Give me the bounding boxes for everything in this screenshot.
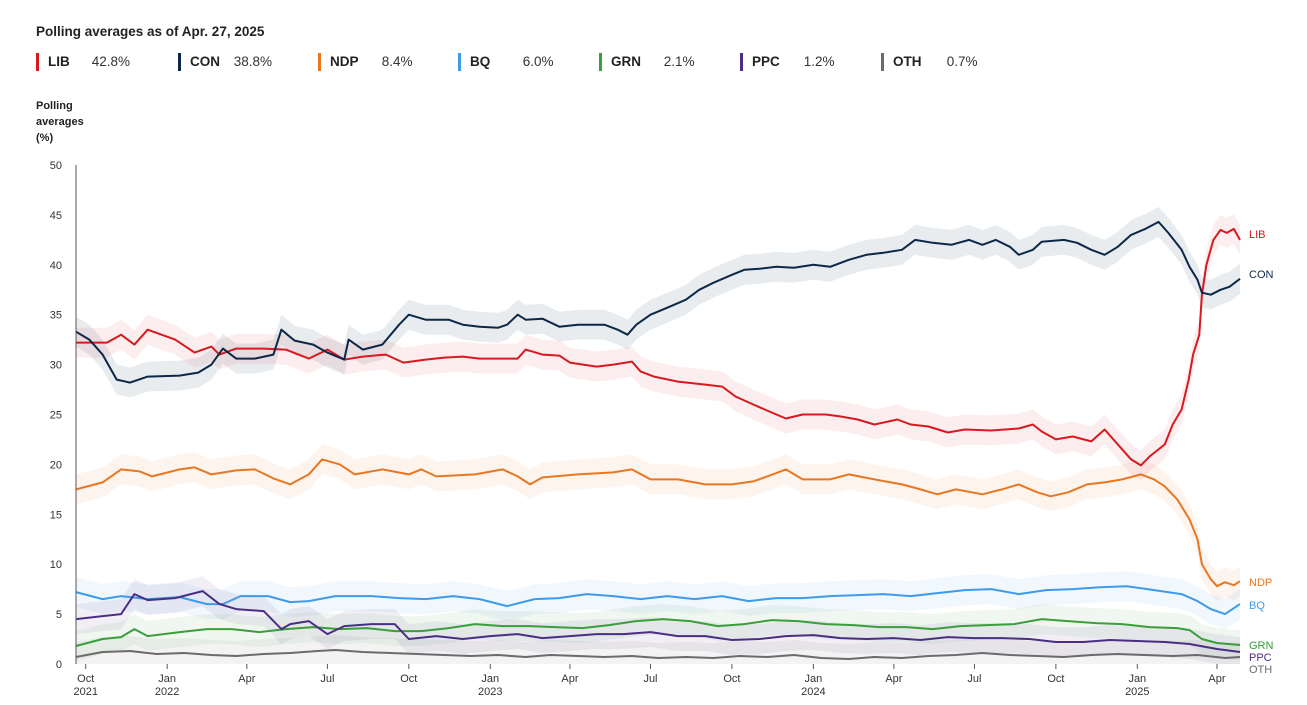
band-lib — [76, 213, 1240, 481]
legend-item-ndp: NDP 8.4% — [318, 52, 458, 72]
end-label-oth: OTH — [1249, 664, 1272, 676]
legend-label-oth: OTH — [893, 54, 922, 69]
x-tick-label: Apr — [885, 673, 902, 685]
x-tick-year-label: 2021 — [73, 686, 97, 698]
legend-value-con: 38.8% — [233, 54, 273, 69]
x-tick-label: Apr — [1208, 673, 1225, 685]
x-tick-label: Jan — [1128, 673, 1146, 685]
end-label-grn: GRN — [1249, 640, 1274, 652]
x-tick-label: Oct — [400, 673, 417, 685]
legend-label-ppc: PPC — [752, 54, 780, 69]
band-bq — [76, 571, 1240, 630]
y-tick-label: 5 — [56, 609, 62, 621]
x-tick-label: Jul — [967, 673, 981, 685]
legend-value-ppc: 1.2% — [803, 54, 835, 69]
y-tick-label: 40 — [50, 260, 62, 272]
x-tick-label: Jul — [320, 673, 334, 685]
legend-value-bq: 6.0% — [522, 54, 554, 69]
end-label-ndp: NDP — [1249, 577, 1272, 589]
x-tick-label: Apr — [238, 673, 255, 685]
legend-item-con: CON 38.8% — [178, 52, 318, 72]
legend-value-oth: 0.7% — [946, 54, 978, 69]
legend-swatch-ppc — [740, 53, 743, 71]
line-ppc — [75, 590, 1241, 653]
legend-swatch-oth — [881, 53, 884, 71]
x-tick-year-label: 2022 — [155, 686, 179, 698]
legend-swatch-grn — [599, 53, 602, 71]
x-tick-label: Jul — [643, 673, 657, 685]
line-bq — [75, 585, 1241, 616]
legend-swatch-con — [178, 53, 181, 71]
chart-title: Polling averages as of Apr. 27, 2025 — [36, 24, 265, 39]
y-axis-label: Polling averages (%) — [36, 100, 84, 144]
y-tick-label: 45 — [50, 210, 62, 222]
end-label-lib: LIB — [1249, 229, 1266, 241]
x-tick-year-label: 2025 — [1125, 686, 1149, 698]
y-tick-label: 30 — [50, 360, 62, 372]
legend-item-ppc: PPC 1.2% — [740, 52, 881, 72]
line-oth — [75, 649, 1241, 660]
line-ndp — [75, 458, 1241, 588]
band-con — [76, 206, 1240, 398]
x-tick-label: Oct — [77, 673, 94, 685]
x-tick-label: Jan — [158, 673, 176, 685]
legend-label-grn: GRN — [611, 54, 641, 69]
legend-item-grn: GRN 2.1% — [599, 52, 740, 72]
uncertainty-bands — [76, 206, 1240, 664]
legend-swatch-lib — [36, 53, 39, 71]
x-tick-label: Jan — [804, 673, 822, 685]
y-tick-label: 0 — [56, 659, 62, 671]
legend-item-oth: OTH 0.7% — [881, 52, 1003, 72]
y-tick-label: 25 — [50, 410, 62, 422]
x-tick-year-label: 2023 — [478, 686, 502, 698]
legend-item-bq: BQ 6.0% — [458, 52, 599, 72]
x-tick-label: Oct — [1047, 673, 1064, 685]
line-grn — [75, 618, 1241, 647]
legend-value-ndp: 8.4% — [381, 54, 413, 69]
end-label-ppc: PPC — [1249, 652, 1272, 664]
end-label-bq: BQ — [1249, 600, 1265, 612]
end-label-con: CON — [1249, 269, 1274, 281]
x-tick-year-label: 2024 — [801, 686, 825, 698]
y-tick-label: 50 — [50, 160, 62, 172]
legend-label-con: CON — [190, 54, 220, 69]
legend-swatch-ndp — [318, 53, 321, 71]
x-tick-label: Oct — [723, 673, 740, 685]
y-tick-label: 35 — [50, 310, 62, 322]
legend-value-grn: 2.1% — [663, 54, 695, 69]
band-oth — [76, 635, 1240, 664]
legend-label-bq: BQ — [470, 54, 491, 69]
legend-label-ndp: NDP — [330, 54, 359, 69]
line-lib — [76, 227, 1241, 467]
x-tick-label: Jan — [481, 673, 499, 685]
band-ndp — [76, 444, 1240, 602]
legend-label-lib: LIB — [48, 54, 70, 69]
x-tick-label: Apr — [561, 673, 578, 685]
legend: LIB 42.8% CON 38.8% NDP 8.4% BQ 6.0% GRN… — [36, 52, 1003, 72]
y-tick-label: 20 — [50, 459, 62, 471]
line-con — [75, 220, 1241, 384]
y-tick-label: 10 — [50, 559, 62, 571]
legend-swatch-bq — [458, 53, 461, 71]
legend-item-lib: LIB 42.8% — [36, 52, 178, 72]
y-tick-label: 15 — [50, 509, 62, 521]
legend-value-lib: 42.8% — [91, 54, 131, 69]
series-lines — [75, 220, 1241, 660]
